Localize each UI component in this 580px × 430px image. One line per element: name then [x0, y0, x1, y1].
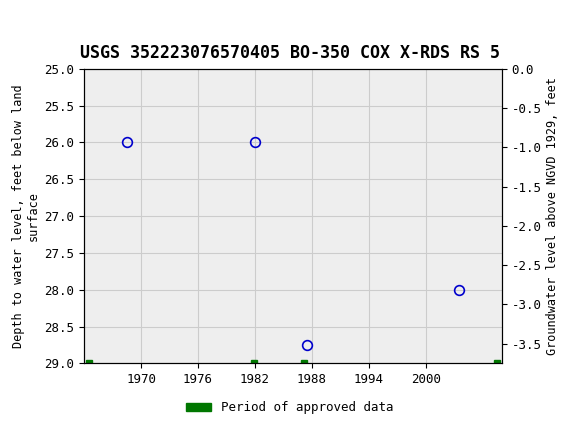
FancyBboxPatch shape — [6, 5, 81, 46]
Legend: Period of approved data: Period of approved data — [181, 396, 399, 419]
Text: USGS 352223076570405 BO-350 COX X-RDS RS 5: USGS 352223076570405 BO-350 COX X-RDS RS… — [80, 44, 500, 62]
Text: ≈USGS: ≈USGS — [3, 17, 57, 35]
Y-axis label: Groundwater level above NGVD 1929, feet: Groundwater level above NGVD 1929, feet — [546, 77, 559, 355]
Y-axis label: Depth to water level, feet below land
surface: Depth to water level, feet below land su… — [12, 84, 40, 348]
